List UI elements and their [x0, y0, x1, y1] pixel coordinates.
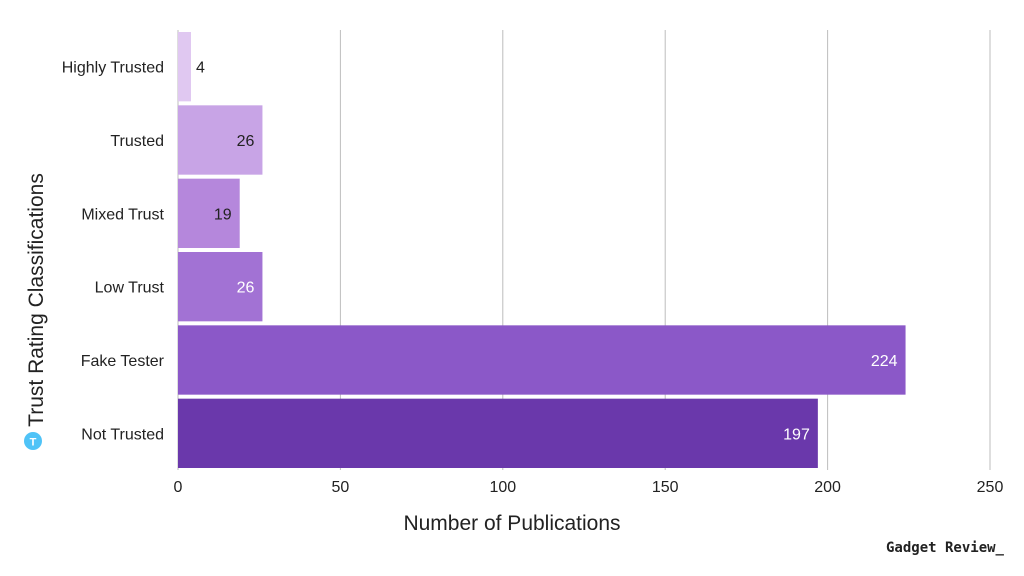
category-labels: Highly Trusted Trusted Mixed Trust Low Trus… — [62, 60, 165, 444]
category-label: Not Trusted — [81, 426, 164, 443]
gadget-review-watermark: Gadget Review_ — [885, 540, 1004, 556]
x-tick-labels: 0 50 100 150 200 250 — [174, 479, 1004, 496]
bar-value-label: 26 — [237, 133, 255, 150]
x-tick-label: 250 — [977, 479, 1004, 496]
bar-value-label: 224 — [871, 353, 898, 370]
category-label: Highly Trusted — [62, 60, 164, 77]
x-tick-label: 50 — [332, 479, 350, 496]
bar-value-label: 19 — [214, 206, 232, 223]
bar-value-label: 197 — [783, 426, 810, 443]
t-badge-icon — [24, 432, 42, 450]
bars — [178, 32, 906, 468]
x-axis-title: Number of Publications — [403, 512, 620, 535]
x-tick-label: 200 — [814, 479, 841, 496]
bar-mixed-trust — [178, 178, 240, 248]
bar-value-label: 4 — [196, 60, 205, 77]
y-axis-badge: T — [24, 432, 42, 450]
bar-trusted — [178, 105, 263, 175]
bar-value-label: 26 — [237, 280, 255, 297]
x-tick-label: 100 — [489, 479, 516, 496]
x-tick-label: 150 — [652, 479, 679, 496]
bar-highly-trusted — [178, 32, 191, 102]
y-axis-title: Trust Rating Classifications — [25, 173, 48, 427]
category-label: Mixed Trust — [81, 206, 164, 223]
grid-lines — [177, 30, 991, 470]
x-tick-label: 0 — [174, 479, 183, 496]
category-label: Low Trust — [95, 280, 165, 297]
bar-value-labels: 4 26 19 26 224 197 — [196, 60, 898, 444]
bar-fake-tester — [178, 325, 906, 395]
bar-low-trust — [178, 252, 263, 322]
y-axis-title-group: Trust Rating Classifications — [25, 173, 48, 427]
category-label: Trusted — [110, 133, 164, 150]
t-badge-label: T — [30, 437, 37, 449]
bar-not-trusted — [178, 398, 818, 468]
category-label: Fake Tester — [81, 353, 165, 370]
